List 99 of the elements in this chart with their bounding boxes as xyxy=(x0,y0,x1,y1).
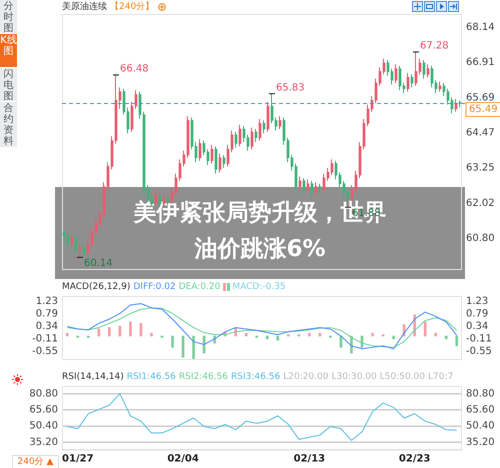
text: 闪电图 xyxy=(0,68,17,102)
candlestick xyxy=(238,124,242,147)
bar xyxy=(392,336,395,340)
y-tick-label: 64.47 xyxy=(466,127,495,138)
bar xyxy=(202,336,206,354)
bar xyxy=(371,332,374,336)
candlestick xyxy=(234,131,238,148)
candlestick xyxy=(254,128,258,142)
y-tick-label: 65.60 xyxy=(29,404,58,416)
text: L20:20.00 xyxy=(283,372,328,382)
candlestick xyxy=(314,182,318,196)
candlestick xyxy=(330,158,334,176)
bar xyxy=(98,328,100,336)
y-tick-label: -0.11 xyxy=(32,334,58,345)
annotation: 65.83 xyxy=(276,82,305,94)
candlestick xyxy=(278,116,282,130)
candlestick xyxy=(298,176,302,190)
y-tick-label: 62.02 xyxy=(466,198,495,209)
y-tick-label: 50.40 xyxy=(29,420,58,432)
y-tick-label: 0.34 xyxy=(36,321,58,332)
text: 240分 ▲ xyxy=(12,455,59,468)
y-tick-label: 63.25 xyxy=(466,162,495,174)
bar xyxy=(108,327,111,336)
bar xyxy=(455,336,458,346)
candlestick xyxy=(306,178,310,193)
x-tick-label: 02/04 xyxy=(167,454,199,465)
bar xyxy=(444,336,448,340)
annotation: 67.28 xyxy=(420,40,449,52)
candlestick xyxy=(214,146,218,174)
y-tick-label: 66.91 xyxy=(466,57,495,68)
candlestick xyxy=(406,72,410,92)
bar xyxy=(340,336,342,348)
bar xyxy=(360,336,364,348)
bar xyxy=(150,332,153,336)
bar xyxy=(244,332,248,336)
candlestick xyxy=(198,138,202,162)
y-tick-label: 80.80 xyxy=(29,388,58,400)
text: L50:50.00 xyxy=(380,372,425,382)
text: L30:30.00 xyxy=(331,372,377,382)
text: DEA:0.20 xyxy=(178,282,220,292)
y-tick-label: 60.80 xyxy=(466,232,495,244)
text: K线图 xyxy=(0,34,17,68)
bar xyxy=(140,323,142,336)
bar xyxy=(276,336,280,341)
candlestick xyxy=(266,101,270,132)
y-tick-label: 35.20 xyxy=(29,436,58,448)
ref-line-label: 65.49 xyxy=(469,104,498,116)
x-tick-label: 02/13 xyxy=(294,454,326,465)
candlestick xyxy=(310,180,314,198)
candlestick xyxy=(318,183,322,194)
bar xyxy=(66,332,69,336)
y-tick-label: 1.23 xyxy=(36,296,58,307)
chart-title: RSI(14,14,14) xyxy=(62,372,124,382)
text: RSI2:46.56 xyxy=(178,372,228,382)
candlestick xyxy=(250,127,254,150)
bar xyxy=(129,322,132,336)
candlestick xyxy=(218,153,222,173)
candlestick xyxy=(426,64,430,78)
bar xyxy=(192,336,195,359)
y-tick-label: 65.69 xyxy=(466,92,495,104)
text: 分时图 xyxy=(0,0,17,34)
candlestick xyxy=(394,64,398,84)
text: L70:7 xyxy=(428,372,454,382)
bar xyxy=(266,336,269,340)
bar xyxy=(182,336,184,358)
bar xyxy=(424,322,426,336)
candlestick xyxy=(398,65,402,91)
y-tick-label: 0.79 xyxy=(36,308,58,320)
candlestick xyxy=(422,60,426,80)
bar xyxy=(171,336,174,348)
x-tick-label: 01/27 xyxy=(62,454,94,465)
text: 合约资料 xyxy=(0,102,17,148)
candlestick xyxy=(66,232,70,248)
candlestick xyxy=(70,234,74,248)
bar xyxy=(308,332,311,336)
candlestick xyxy=(74,234,78,254)
candlestick xyxy=(262,120,266,134)
bar xyxy=(318,332,322,336)
candlestick xyxy=(438,81,442,92)
text: RSI3:46.56 xyxy=(231,372,280,382)
bar xyxy=(118,326,122,336)
chart-title: MACD(26,12,9) xyxy=(62,282,130,292)
series-label: DIFF:0.02 xyxy=(133,282,176,292)
y-tick-label: -0.55 xyxy=(32,346,58,358)
chart-subtitle: 【240分】 xyxy=(110,2,154,12)
chart-title: 美原油连续 xyxy=(62,2,107,12)
candlestick xyxy=(454,98,458,112)
bar xyxy=(434,332,438,336)
annotation: 66.48 xyxy=(120,64,149,75)
candlestick xyxy=(410,74,414,88)
series-label: RSI1:46.56 xyxy=(126,372,176,382)
legend-label: MACD:-0.35 xyxy=(232,282,286,292)
candlestick xyxy=(222,154,226,168)
y-tick-label: 68.14 xyxy=(466,22,495,33)
candlestick xyxy=(258,118,262,142)
x-tick-label: 02/23 xyxy=(398,454,430,465)
candlestick xyxy=(302,177,306,194)
candlestick xyxy=(210,144,214,164)
candlestick xyxy=(82,244,86,256)
